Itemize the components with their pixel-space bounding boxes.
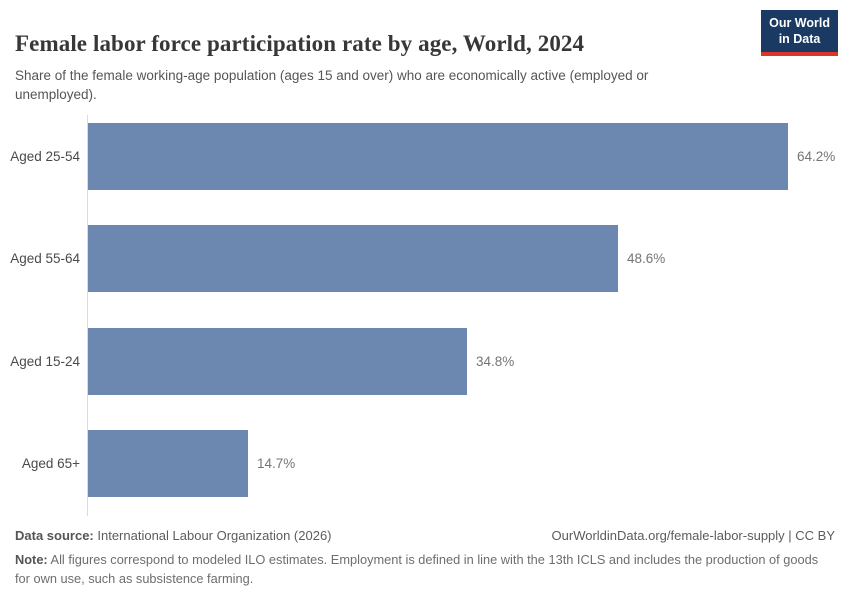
bar[interactable] xyxy=(88,328,467,395)
chart-note: Note: All figures correspond to modeled … xyxy=(15,550,835,588)
data-source: Data source: International Labour Organi… xyxy=(15,528,332,543)
note-text: All figures correspond to modeled ILO es… xyxy=(15,552,819,587)
bar-chart: Aged 25-54 64.2% Aged 55-64 48.6% Aged 15-24… xyxy=(0,115,850,516)
category-label: Aged 55-64 xyxy=(10,251,80,266)
owid-url-link[interactable]: OurWorldinData.org/female-labor-supply |… xyxy=(551,528,835,543)
chart-subtitle: Share of the female working-age populati… xyxy=(15,67,649,103)
category-label: Aged 25-54 xyxy=(10,149,80,164)
value-label: 48.6% xyxy=(627,251,666,266)
category-label: Aged 65+ xyxy=(21,456,80,471)
page-title: Female labor force participation rate by… xyxy=(15,31,585,57)
value-label: 64.2% xyxy=(797,149,836,164)
bar[interactable] xyxy=(88,430,248,497)
chart-footer: Data source: International Labour Organi… xyxy=(15,528,835,588)
data-source-value: International Labour Organization (2026) xyxy=(93,528,332,543)
category-label: Aged 15-24 xyxy=(10,354,80,369)
owid-logo[interactable]: Our World in Data xyxy=(761,10,838,57)
bar-row: Aged 55-64 48.6% xyxy=(0,225,850,292)
owid-logo-line1: Our World xyxy=(769,16,830,30)
note-label: Note: xyxy=(15,552,48,567)
data-source-label: Data source: xyxy=(15,528,94,543)
bar[interactable] xyxy=(88,225,618,292)
bar[interactable] xyxy=(88,123,788,190)
bar-row: Aged 25-54 64.2% xyxy=(0,123,850,190)
bar-row: Aged 65+ 14.7% xyxy=(0,430,850,497)
y-axis-line xyxy=(87,115,88,516)
value-label: 34.8% xyxy=(476,354,515,369)
value-label: 14.7% xyxy=(257,456,296,471)
bar-row: Aged 15-24 34.8% xyxy=(0,328,850,395)
owid-logo-line2: in Data xyxy=(778,31,821,46)
